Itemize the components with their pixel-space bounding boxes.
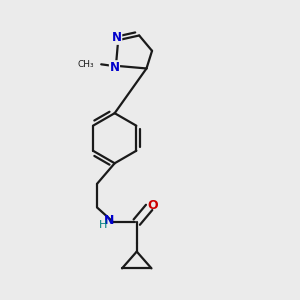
Text: N: N [112, 31, 122, 44]
Text: H: H [99, 220, 108, 230]
Text: O: O [147, 199, 158, 212]
Text: N: N [110, 61, 119, 74]
Text: CH₃: CH₃ [78, 60, 94, 69]
Text: N: N [103, 214, 114, 227]
